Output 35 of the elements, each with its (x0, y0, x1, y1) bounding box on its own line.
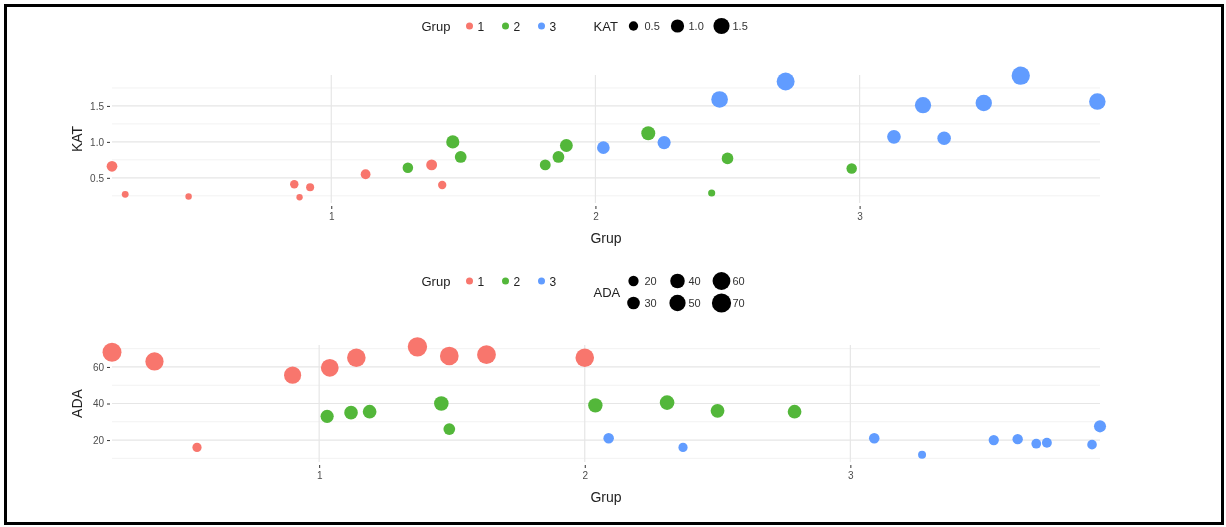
x-axis-title: Grup (590, 230, 622, 246)
x-tick-label: 2 (593, 211, 600, 223)
legend-label: 50 (688, 297, 701, 309)
legend-label: 1 (477, 20, 485, 34)
x-tick-label: 1 (328, 211, 335, 223)
y-tick-label: 1.0 (90, 136, 105, 148)
text: KAT (593, 19, 618, 34)
y-tick-label: 60 (92, 361, 105, 373)
legend-label: 60 (732, 275, 745, 287)
legend-label: 70 (732, 297, 745, 309)
y-tick-label: 20 (92, 434, 105, 446)
legend-label: 3 (549, 20, 557, 34)
text: ADA (593, 285, 621, 300)
legend-label: 0.5 (644, 20, 660, 32)
y-axis-title: ADA (69, 388, 85, 418)
legend-label: 1.5 (732, 20, 748, 32)
legend-label: 1 (477, 275, 485, 289)
legend-label: 3 (549, 275, 557, 289)
x-tick-label: 2 (582, 470, 589, 482)
y-tick-label: 40 (92, 398, 105, 410)
y-axis-title: KAT (69, 125, 85, 153)
legend-label: 40 (688, 275, 701, 287)
legend-label: 2 (513, 275, 521, 289)
legend-label: 2 (513, 20, 521, 34)
legend-label: 1.0 (688, 20, 704, 32)
legend-title: Grup (421, 19, 451, 34)
legend-label: 20 (644, 275, 657, 287)
y-tick-label: 1.5 (90, 100, 105, 112)
x-tick-label: 3 (857, 211, 864, 223)
legend-label: 30 (644, 297, 657, 309)
x-tick-label: 3 (848, 470, 855, 482)
y-tick-label: 0.5 (90, 172, 105, 184)
legend-title: Grup (421, 274, 451, 289)
x-axis-title: Grup (590, 489, 622, 505)
x-tick-label: 1 (316, 470, 323, 482)
